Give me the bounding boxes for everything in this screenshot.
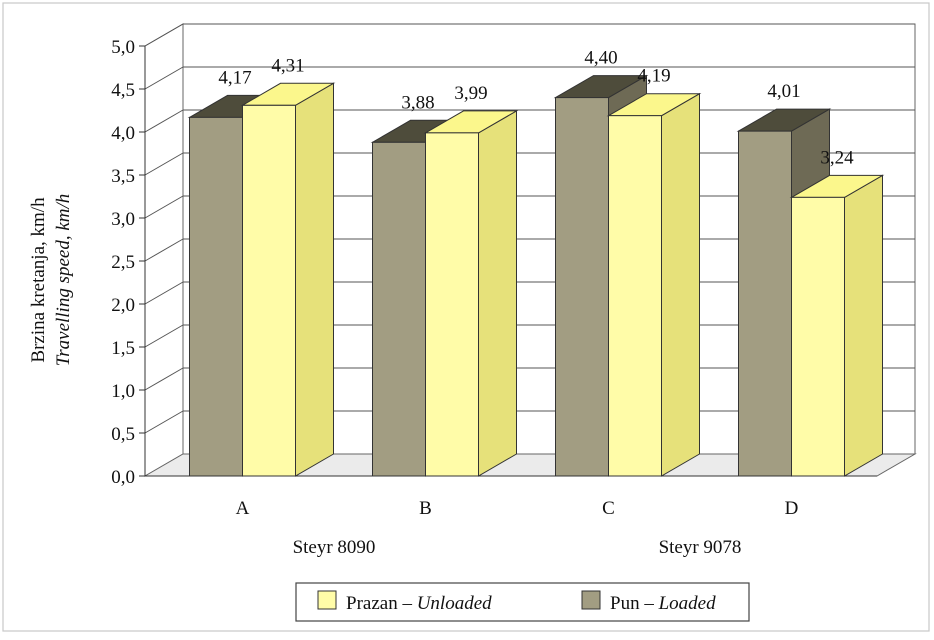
y-tick-label: 2,5	[111, 252, 135, 273]
gridline-side	[144, 195, 184, 219]
bar-front	[242, 104, 296, 477]
group-label-1: Steyr 8090	[293, 537, 376, 558]
y-tick-label: 1,0	[111, 381, 135, 402]
y-axis-title-alt: Travelling speed, km/h	[53, 194, 74, 367]
legend-label-unloaded: Prazan – Unloaded	[346, 593, 492, 614]
y-tick-label: 4,0	[111, 123, 135, 144]
bar-front	[791, 196, 845, 477]
chart-border	[2, 2, 930, 632]
y-tick-label: 0,0	[111, 467, 135, 488]
data-label-loaded-C: 4,40	[584, 48, 617, 69]
gridline-side	[144, 367, 184, 391]
data-label-loaded-D: 4,01	[767, 81, 800, 102]
gridline-side	[144, 152, 184, 176]
y-tick-label: 1,5	[111, 338, 135, 359]
data-label-loaded-A: 4,17	[218, 67, 251, 88]
legend-swatch-unloaded	[317, 590, 337, 610]
bar-unloaded-B	[423, 110, 519, 477]
data-label-unloaded-A: 4,31	[271, 55, 304, 76]
legend: Prazan – Unloaded Pun – Loaded	[295, 582, 750, 622]
bar-front	[555, 97, 609, 477]
gridline-side	[144, 23, 184, 47]
gridline-side	[144, 238, 184, 262]
y-axis-title-main: Brzina kretanja, km/h	[28, 197, 49, 363]
data-label-unloaded-B: 3,99	[454, 83, 487, 104]
y-tick-label: 4,5	[111, 80, 135, 101]
x-tick-label-C: C	[602, 498, 615, 519]
bar-front	[738, 130, 792, 477]
y-tick-label: 5,0	[111, 37, 135, 58]
gridline-side	[144, 281, 184, 305]
y-tick-label: 3,0	[111, 209, 135, 230]
bar-side	[295, 82, 334, 477]
bar-side	[844, 174, 883, 477]
bar-side	[478, 110, 517, 477]
data-label-unloaded-D: 3,24	[820, 147, 854, 168]
bar-side	[661, 92, 700, 477]
gridline-side	[144, 109, 184, 133]
y-tick-label: 2,0	[111, 295, 135, 316]
bar-unloaded-D	[789, 174, 885, 477]
gridline-side	[144, 324, 184, 348]
legend-swatch-loaded	[581, 590, 601, 610]
x-tick-label-B: B	[419, 498, 432, 519]
data-label-unloaded-C: 4,19	[637, 66, 670, 87]
y-axis-title: Brzina kretanja, km/h Travelling speed, …	[28, 194, 74, 367]
bar-front	[608, 115, 662, 477]
legend-label-loaded: Pun – Loaded	[610, 593, 716, 614]
bar-unloaded-C	[606, 92, 702, 477]
bar-front	[189, 116, 243, 477]
legend-box	[295, 582, 750, 622]
data-label-loaded-B: 3,88	[401, 92, 434, 113]
bar-front	[372, 141, 426, 477]
x-tick-label-A: A	[236, 498, 250, 519]
group-label-2: Steyr 9078	[659, 537, 742, 558]
bar-front	[425, 132, 479, 477]
y-tick-label: 0,5	[111, 424, 135, 445]
gridline-side	[144, 66, 184, 90]
x-tick-label-D: D	[785, 498, 799, 519]
y-tick-label: 3,5	[111, 166, 135, 187]
bar-unloaded-A	[240, 82, 336, 477]
gridline-side	[144, 410, 184, 434]
